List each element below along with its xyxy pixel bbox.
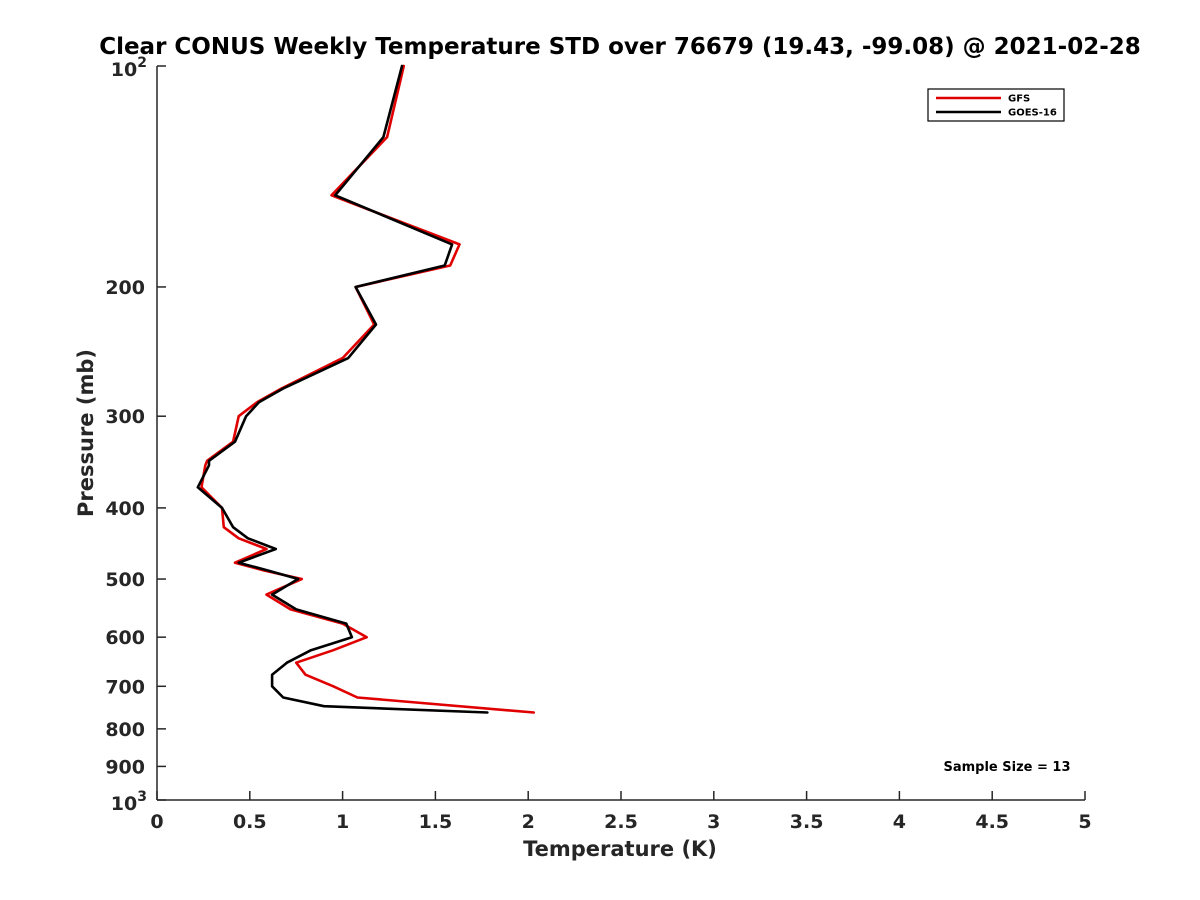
series-line-gfs	[200, 64, 536, 714]
legend: GFS GOES-16	[927, 88, 1065, 122]
legend-box	[927, 88, 1065, 122]
y-tick-label: 103	[111, 789, 147, 815]
x-tick-label: 5	[1078, 811, 1091, 833]
y-tick-label: 500	[105, 569, 145, 591]
x-tick-label: 1.5	[419, 811, 453, 833]
x-tick-label: 0.5	[233, 811, 267, 833]
y-axis: 102 200 300 400 500 600 700 800 900 103	[105, 55, 166, 815]
y-tick-label: 900	[105, 756, 145, 778]
x-tick-label: 0	[150, 811, 163, 833]
x-tick-label: 2	[522, 811, 535, 833]
chart-title: Clear CONUS Weekly Temperature STD over …	[99, 34, 1141, 60]
y-tick-label: 400	[105, 498, 145, 520]
x-axis: 0 0.5 1 1.5 2 2.5 3 3.5 4 4.5 5	[150, 791, 1092, 833]
x-axis-label: Temperature (K)	[523, 837, 717, 861]
x-tick-label: 3	[707, 811, 720, 833]
y-tick-label: 102	[111, 55, 147, 81]
x-tick-label: 1	[336, 811, 349, 833]
y-tick-label: 600	[105, 627, 145, 649]
series-line-goes-16	[196, 64, 489, 714]
plot-area	[196, 64, 536, 714]
legend-label: GFS	[1008, 94, 1030, 105]
x-tick-label: 2.5	[604, 811, 638, 833]
sample-size-annotation: Sample Size = 13	[943, 760, 1070, 775]
x-tick-label: 4.5	[975, 811, 1009, 833]
y-tick-label: 800	[105, 719, 145, 741]
y-axis-label: Pressure (mb)	[74, 349, 98, 517]
x-tick-label: 4	[893, 811, 906, 833]
y-tick-label: 700	[105, 676, 145, 698]
legend-label: GOES-16	[1008, 108, 1057, 119]
y-tick-label: 200	[105, 277, 145, 299]
x-tick-label: 3.5	[790, 811, 824, 833]
y-tick-label: 300	[105, 406, 145, 428]
